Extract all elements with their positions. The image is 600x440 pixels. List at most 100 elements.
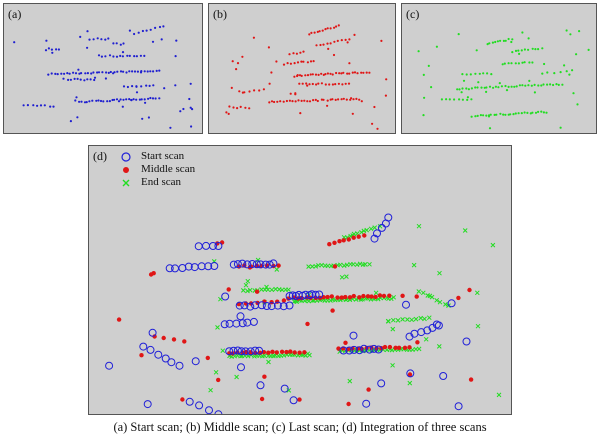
scan-point [440,98,443,101]
scan-point [84,72,87,75]
scan-point [465,87,468,90]
scan-point [90,72,93,75]
middle-scan-point [362,233,367,238]
middle-scan-point [369,294,374,299]
scan-point [527,84,530,87]
scan-point [139,54,142,57]
scan-point [66,72,69,75]
scan-point [291,100,294,103]
scan-point [465,73,468,76]
scan-point [86,30,89,33]
start-scan-point [311,290,320,299]
panel-label-b: (b) [213,7,227,21]
scan-point [491,41,494,44]
scan-point [324,73,327,76]
middle-scan-point [302,350,307,355]
scan-point [174,55,177,58]
end-scan-point [350,261,356,267]
start-scan-point [248,260,257,268]
scan-point [148,84,151,87]
end-scan-point [426,315,432,321]
scan-point [541,72,544,75]
end-scan-point [416,346,422,352]
middle-scan-point [346,237,351,242]
end-scan-point [416,223,422,229]
scan-point [79,78,82,81]
scan-point [144,101,147,104]
scan-point [324,28,327,31]
scan-point [47,73,50,76]
scan-point [474,115,477,118]
scan-point [527,48,530,51]
start-scan-point [285,292,294,300]
scan-point [335,25,338,28]
middle-scan-point [387,344,393,350]
scan-point [99,99,103,103]
start-scan-point [279,302,288,311]
scan-point [533,91,536,94]
scan-point [143,70,146,73]
scan-point [155,69,158,72]
start-scan-point [365,345,374,354]
scan-point [145,84,148,87]
scan-point [543,62,546,66]
scan-point [26,104,29,107]
scan-point [492,86,495,89]
end-scan-point [390,362,395,368]
scan-point [489,113,492,116]
scan-point [294,92,297,95]
start-scan-point [220,320,229,329]
middle-scan-point [332,264,338,269]
end-scan-point [413,316,419,322]
middle-scan-point [339,295,344,300]
scan-point [371,122,374,125]
figure-caption: (a) Start scan; (b) Middle scan; (c) Las… [113,420,487,434]
scan-point [100,38,103,41]
middle-scan-point [365,294,371,299]
scan-point [236,62,240,65]
scan-point [104,38,107,41]
scan-point [521,84,524,87]
scan-point [351,71,354,74]
start-scan-point [417,328,426,337]
scan-point [306,74,310,77]
start-scan-point [178,264,187,272]
panel-middle-scan: (b) [208,3,396,134]
end-scan-point [359,229,364,235]
middle-scan-point [343,294,348,300]
scan-point [537,110,540,113]
scan-point [458,98,461,101]
end-scan-point [247,287,253,293]
scan-point [337,98,340,101]
middle-scan-point [161,335,166,341]
scan-point [503,62,506,65]
scan-point [549,83,552,86]
end-scan-point [266,359,271,365]
scan-point [92,71,95,74]
scan-point [95,99,98,102]
start-scan-point [246,347,255,356]
scan-point [299,51,302,54]
scan-point [122,98,125,101]
scan-point [528,61,531,64]
scan-point [485,114,488,117]
scan-point [119,43,122,46]
scan-point [51,51,54,54]
scan-point [332,53,336,57]
middle-scan-point [351,293,356,299]
scan-point [268,101,271,104]
scan-point [341,83,344,86]
scan-point [231,60,234,63]
middle-scan-point [381,293,387,299]
scan-point [430,86,433,89]
scan-point [518,84,521,87]
panel-last-scan: (c) [401,3,597,134]
scan-point [149,28,152,31]
scan-point [353,71,357,74]
scan-point [542,83,545,86]
middle-scan-point [216,377,221,383]
scan-point [466,98,469,101]
scan-point [320,98,323,101]
scan-point [67,78,70,81]
start-scan-point [238,319,247,328]
